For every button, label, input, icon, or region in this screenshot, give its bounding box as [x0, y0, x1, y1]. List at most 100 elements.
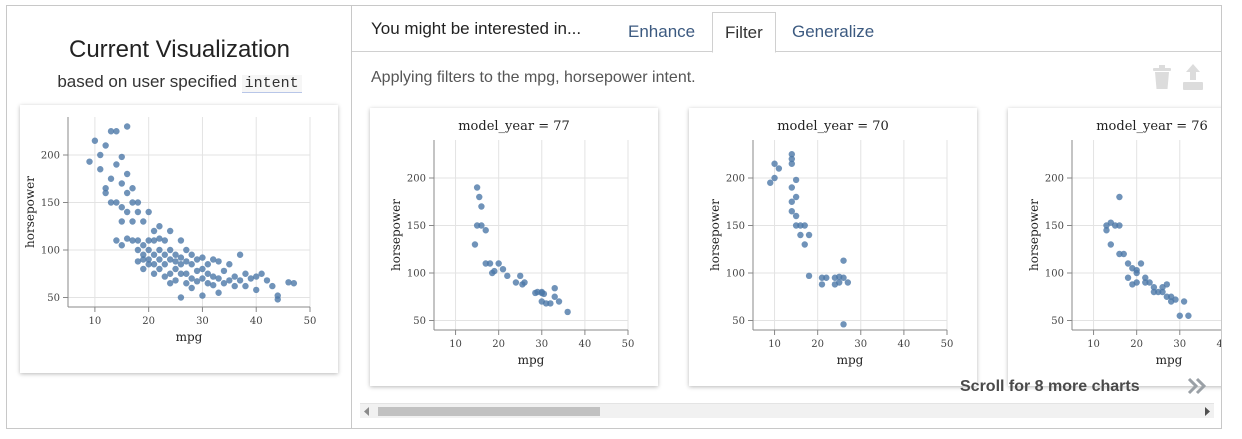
- data-point[interactable]: [123, 170, 131, 178]
- data-point[interactable]: [788, 198, 795, 205]
- data-point[interactable]: [150, 261, 158, 268]
- data-point[interactable]: [1150, 284, 1158, 291]
- data-point[interactable]: [118, 204, 125, 211]
- data-point[interactable]: [177, 254, 185, 261]
- data-point[interactable]: [1180, 298, 1188, 305]
- data-point[interactable]: [172, 251, 179, 258]
- data-point[interactable]: [172, 265, 179, 273]
- data-point[interactable]: [145, 256, 152, 263]
- data-point[interactable]: [836, 273, 843, 280]
- data-point[interactable]: [134, 208, 142, 216]
- data-point[interactable]: [840, 321, 847, 328]
- double-chevron-right-icon[interactable]: [1186, 376, 1210, 396]
- data-point[interactable]: [805, 231, 813, 239]
- data-point[interactable]: [1142, 274, 1149, 281]
- data-point[interactable]: [91, 137, 99, 144]
- data-point[interactable]: [226, 261, 233, 268]
- data-point[interactable]: [491, 267, 498, 275]
- recommendation-charts[interactable]: model_year = 77 10 20 30 40 50 50 100 150 200 mpg h…: [352, 102, 1221, 402]
- data-point[interactable]: [831, 281, 839, 288]
- data-point[interactable]: [263, 277, 271, 284]
- data-point[interactable]: [236, 251, 244, 258]
- data-point[interactable]: [107, 199, 115, 206]
- data-point[interactable]: [788, 208, 795, 215]
- recommendation-card[interactable]: model_year = 70 10 20 30 40 50 50 100 150 200 mpg h…: [689, 108, 977, 386]
- data-point[interactable]: [775, 165, 783, 172]
- data-point[interactable]: [150, 251, 158, 258]
- horizontal-scrollbar[interactable]: [360, 403, 1214, 418]
- data-point[interactable]: [788, 184, 795, 191]
- data-point[interactable]: [792, 176, 800, 184]
- data-point[interactable]: [253, 273, 260, 280]
- data-point[interactable]: [253, 286, 260, 294]
- data-point[interactable]: [156, 256, 163, 263]
- data-point[interactable]: [123, 189, 131, 197]
- data-point[interactable]: [1137, 260, 1145, 267]
- data-point[interactable]: [129, 185, 136, 192]
- data-point[interactable]: [771, 160, 778, 167]
- data-point[interactable]: [140, 242, 147, 249]
- data-point[interactable]: [482, 227, 489, 234]
- data-point[interactable]: [564, 308, 571, 316]
- data-point[interactable]: [532, 289, 539, 297]
- upload-icon[interactable]: [1183, 64, 1203, 90]
- data-point[interactable]: [161, 273, 168, 280]
- data-point[interactable]: [551, 293, 558, 300]
- data-point[interactable]: [1124, 260, 1132, 267]
- data-point[interactable]: [1176, 312, 1183, 319]
- data-point[interactable]: [129, 237, 136, 244]
- data-point[interactable]: [210, 281, 217, 289]
- scrollbar-thumb[interactable]: [378, 407, 600, 416]
- recommendation-card[interactable]: model_year = 76102030405050100150200mpgh…: [1008, 108, 1221, 386]
- data-point[interactable]: [183, 258, 190, 265]
- data-point[interactable]: [258, 270, 265, 277]
- data-point[interactable]: [478, 222, 485, 229]
- data-point[interactable]: [145, 208, 152, 216]
- data-point[interactable]: [134, 237, 142, 244]
- data-point[interactable]: [177, 237, 185, 244]
- data-point[interactable]: [231, 282, 238, 290]
- data-point[interactable]: [156, 246, 163, 254]
- data-point[interactable]: [215, 289, 222, 296]
- data-point[interactable]: [269, 282, 276, 290]
- data-point[interactable]: [204, 280, 212, 287]
- data-point[interactable]: [797, 231, 804, 239]
- data-point[interactable]: [86, 158, 93, 165]
- data-point[interactable]: [792, 212, 800, 220]
- data-point[interactable]: [473, 184, 481, 191]
- data-point[interactable]: [1133, 266, 1140, 274]
- data-point[interactable]: [166, 256, 174, 263]
- data-point[interactable]: [134, 199, 142, 206]
- data-point[interactable]: [236, 277, 244, 284]
- data-point[interactable]: [274, 296, 281, 303]
- data-point[interactable]: [188, 261, 195, 268]
- data-point[interactable]: [172, 258, 179, 265]
- data-point[interactable]: [220, 267, 228, 275]
- data-point[interactable]: [1116, 250, 1123, 258]
- data-point[interactable]: [486, 260, 494, 267]
- data-point[interactable]: [517, 272, 524, 280]
- data-point[interactable]: [183, 246, 190, 254]
- data-point[interactable]: [792, 193, 800, 201]
- scroll-right-arrow-icon[interactable]: [1203, 407, 1211, 416]
- data-point[interactable]: [97, 166, 104, 173]
- data-point[interactable]: [215, 258, 222, 265]
- data-point[interactable]: [123, 235, 131, 242]
- data-point[interactable]: [512, 279, 520, 286]
- data-point[interactable]: [471, 241, 479, 248]
- data-point[interactable]: [166, 227, 174, 235]
- data-point[interactable]: [193, 256, 201, 263]
- data-point[interactable]: [118, 218, 125, 225]
- data-point[interactable]: [818, 281, 826, 288]
- data-point[interactable]: [204, 261, 212, 268]
- data-point[interactable]: [788, 151, 795, 158]
- data-point[interactable]: [210, 256, 217, 263]
- data-point[interactable]: [150, 237, 158, 244]
- intent-chip[interactable]: intent: [241, 75, 302, 93]
- data-point[interactable]: [504, 272, 511, 280]
- tab-enhance[interactable]: Enhance: [628, 22, 696, 41]
- data-point[interactable]: [1107, 241, 1114, 248]
- data-point[interactable]: [1103, 227, 1110, 234]
- data-point[interactable]: [478, 203, 485, 210]
- data-point[interactable]: [193, 278, 201, 285]
